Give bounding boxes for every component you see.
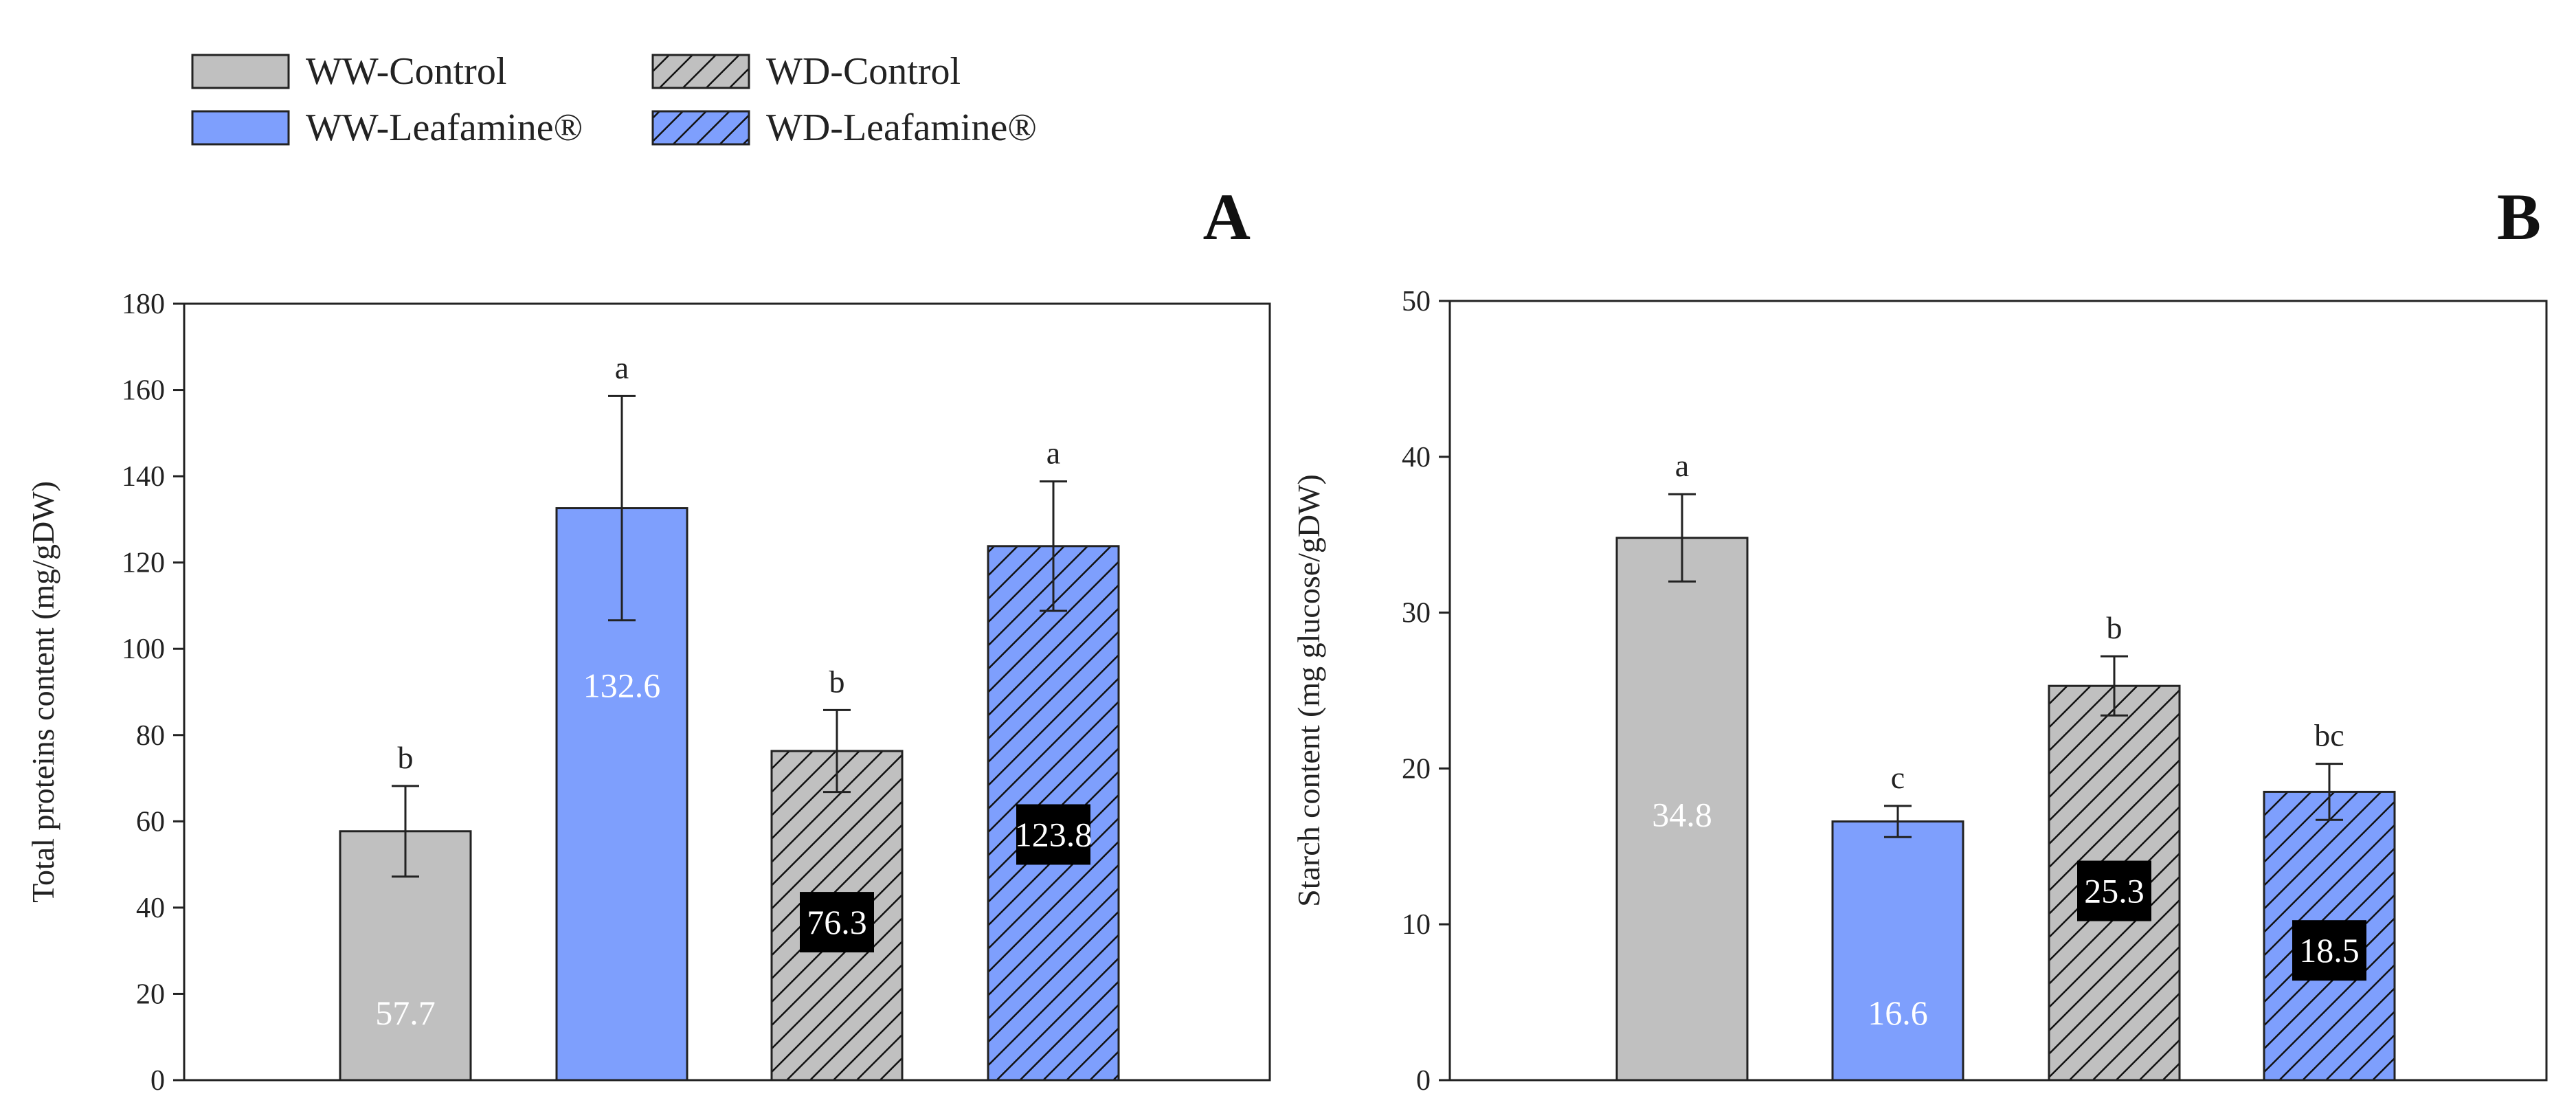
panel-a-value-label-box-wd-control — [800, 892, 874, 953]
panel-a-value-label-box-wd-leafamine — [1016, 804, 1090, 865]
panel-b-significance-wd-control: b — [2107, 610, 2123, 645]
legend-label-wd-control: WD-Control — [766, 50, 961, 93]
panel-b-y-tick-label-10: 10 — [1402, 909, 1431, 941]
panel-b-value-label-box-wd-control — [2077, 860, 2151, 921]
legend: WW-Control WW-Leafamine® WD-Control WD-Leaf… — [191, 50, 1037, 149]
panel-b-y-tick-label-30: 30 — [1402, 598, 1431, 629]
panel-a-y-tick-label-0: 0 — [150, 1065, 165, 1097]
legend-swatch-ww-leafamine — [191, 110, 290, 146]
panel-b-plot-frame — [1448, 300, 2548, 1082]
legend-label-ww-control: WW-Control — [306, 50, 506, 93]
panel-a-value-label-ww-leafamine: 132.6 — [583, 667, 661, 705]
panel-a-y-tick-label-100: 100 — [122, 634, 165, 665]
panel-a-significance-ww-leafamine: a — [615, 350, 629, 385]
panel-b-value-label-wd-leafamine: 18.5 — [2299, 931, 2360, 970]
panel-b-value-label-ww-leafamine: 16.6 — [1868, 994, 1928, 1032]
panel-a-y-tick-label-140: 140 — [122, 461, 165, 493]
panel-b-significance-ww-control: a — [1675, 448, 1689, 483]
panel-b-bar-ww-leafamine — [1831, 820, 1964, 1082]
panel-b-y-axis-title: Starch content (mg glucose/gDW) — [1291, 474, 1326, 907]
panel-a-y-tick-label-40: 40 — [136, 893, 165, 924]
panel-a-y-tick-label-20: 20 — [136, 978, 165, 1010]
panel-a-y-axis-title: Total proteins content (mg/gDW) — [25, 481, 60, 903]
panel-b-bar-ww-control — [1615, 537, 1749, 1082]
panel-a-y-tick-label-80: 80 — [136, 720, 165, 752]
panel-a-y-tick-label-120: 120 — [122, 548, 165, 579]
panel-b-y-tick-label-50: 50 — [1402, 286, 1431, 317]
legend-label-wd-leafamine: WD-Leafamine® — [766, 107, 1037, 149]
panel-a-bar-ww-leafamine — [555, 507, 688, 1082]
panel-b-y-tick-label-40: 40 — [1402, 442, 1431, 473]
panel-b-letter: B — [2497, 180, 2541, 254]
panel-a-y-tick-label-160: 160 — [122, 375, 165, 407]
panel-b-significance-ww-leafamine: c — [1891, 760, 1905, 795]
panel-a-value-label-wd-leafamine: 123.8 — [1015, 815, 1093, 853]
panel-a-significance-ww-control: b — [398, 740, 414, 775]
panel-a-significance-wd-leafamine: a — [1046, 436, 1060, 471]
legend-label-ww-leafamine: WW-Leafamine® — [306, 107, 583, 149]
panel-a-y-tick-label-180: 180 — [122, 289, 165, 320]
panel-b-value-label-ww-control: 34.8 — [1652, 795, 1712, 833]
legend-swatch-wd-leafamine — [651, 110, 750, 146]
panel-a-value-label-wd-control: 76.3 — [807, 903, 867, 941]
legend-swatch-wd-control — [651, 54, 750, 89]
panel-a-value-label-ww-control: 57.7 — [375, 994, 436, 1032]
chart-panel-b: B 0 10 20 30 40 50 Starch content (mg glucose/g… — [1291, 180, 2548, 1097]
panel-b-value-label-wd-control: 25.3 — [2084, 872, 2144, 910]
panel-a-plot-frame — [183, 302, 1271, 1082]
legend-swatch-ww-control — [191, 54, 290, 89]
panel-b-y-tick-label-20: 20 — [1402, 753, 1431, 785]
panel-a-y-tick-label-60: 60 — [136, 806, 165, 838]
panel-b-value-label-box-wd-leafamine — [2292, 920, 2366, 981]
panel-b-y-tick-label-0: 0 — [1416, 1065, 1431, 1097]
chart-panel-a: A 0 20 40 60 80 100 120 140 160 180 Total proteins … — [25, 180, 1271, 1097]
panel-a-significance-wd-control: b — [829, 664, 845, 699]
panel-a-letter: A — [1203, 180, 1251, 254]
panel-b-significance-wd-leafamine: bc — [2314, 718, 2344, 753]
